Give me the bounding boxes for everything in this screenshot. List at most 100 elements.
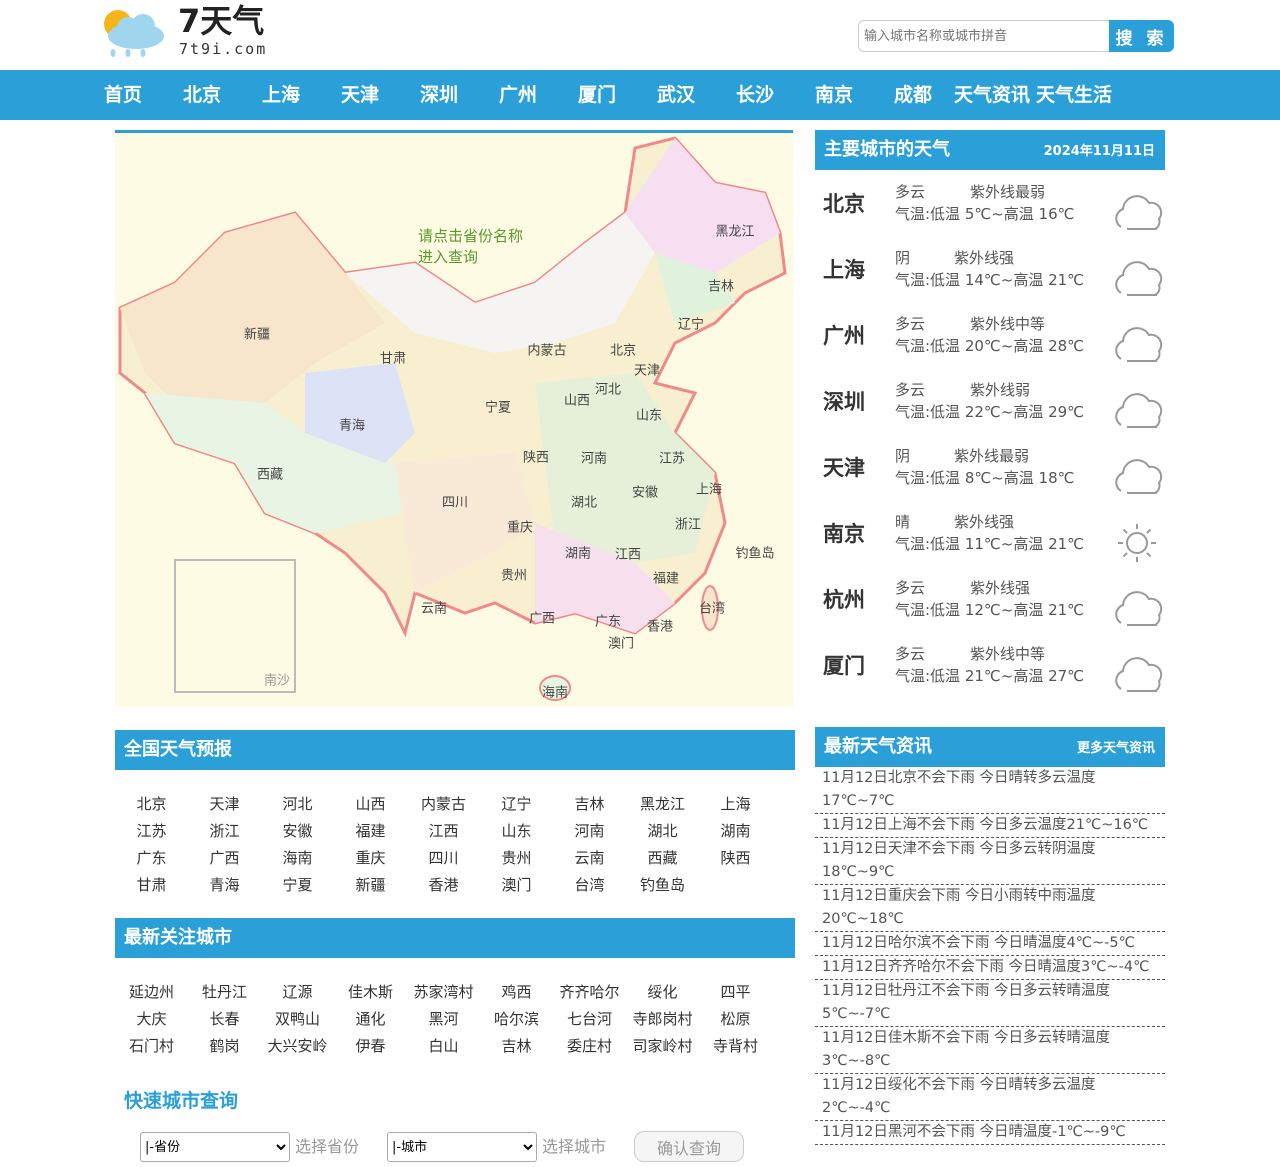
province-link[interactable]: 陕西 bbox=[522, 450, 550, 466]
city-link[interactable]: 西藏 bbox=[647, 849, 678, 867]
city-link[interactable]: 安徽 bbox=[282, 822, 313, 840]
province-link[interactable]: 上海 bbox=[695, 482, 723, 498]
city-weather-row[interactable]: 深圳 多云 紫外线弱 气温:低温 22℃~高温 29℃ bbox=[815, 370, 1165, 436]
nav-item[interactable]: 厦门 bbox=[578, 84, 617, 106]
city-link[interactable]: 浙江 bbox=[209, 822, 240, 840]
province-link[interactable]: 江苏 bbox=[658, 451, 686, 467]
city-link[interactable]: 天津 bbox=[209, 795, 240, 813]
city-link[interactable]: 湖北 bbox=[647, 822, 678, 840]
province-link[interactable]: 江西 bbox=[614, 547, 642, 563]
city-name[interactable]: 北京 bbox=[823, 192, 865, 216]
news-item[interactable]: 11月12日牡丹江不会下雨 今日多云转晴温度5℃~-7℃ bbox=[815, 980, 1165, 1027]
city-link[interactable]: 江苏 bbox=[136, 822, 167, 840]
city-link[interactable]: 北京 bbox=[136, 795, 167, 813]
city-link[interactable]: 甘肃 bbox=[136, 876, 167, 894]
city-link[interactable]: 台湾 bbox=[574, 876, 605, 894]
city-link[interactable]: 鸡西 bbox=[501, 983, 532, 1001]
news-item[interactable]: 11月12日齐齐哈尔不会下雨 今日晴温度3℃~-4℃ bbox=[815, 956, 1165, 980]
province-link[interactable]: 香港 bbox=[646, 619, 674, 635]
province-link[interactable]: 广西 bbox=[528, 611, 556, 627]
nav-item[interactable]: 上海 bbox=[262, 84, 301, 106]
city-link[interactable]: 澳门 bbox=[501, 876, 532, 894]
province-link[interactable]: 南沙 bbox=[263, 673, 291, 689]
province-select[interactable]: |-省份 bbox=[140, 1132, 290, 1162]
city-weather-row[interactable]: 广州 多云 紫外线中等 气温:低温 20℃~高温 28℃ bbox=[815, 304, 1165, 370]
city-link[interactable]: 七台河 bbox=[566, 1010, 612, 1028]
city-link[interactable]: 石门村 bbox=[128, 1037, 174, 1055]
city-weather-row[interactable]: 上海 阴 紫外线强 气温:低温 14℃~高温 21℃ bbox=[815, 238, 1165, 304]
nav-item[interactable]: 天津 bbox=[341, 84, 380, 106]
city-name[interactable]: 深圳 bbox=[823, 390, 865, 414]
city-link[interactable]: 双鸭山 bbox=[274, 1010, 320, 1028]
province-link[interactable]: 重庆 bbox=[506, 520, 534, 536]
city-link[interactable]: 吉林 bbox=[574, 795, 605, 813]
province-link[interactable]: 云南 bbox=[420, 601, 448, 617]
city-weather-row[interactable]: 杭州 多云 紫外线强 气温:低温 12℃~高温 21℃ bbox=[815, 568, 1165, 634]
city-link[interactable]: 鹤岗 bbox=[209, 1037, 240, 1055]
city-link[interactable]: 吉林 bbox=[501, 1037, 532, 1055]
nav-item[interactable]: 天气资讯 bbox=[954, 84, 1031, 106]
city-link[interactable]: 香港 bbox=[428, 876, 459, 894]
city-name[interactable]: 杭州 bbox=[823, 588, 865, 612]
city-link[interactable]: 河南 bbox=[574, 822, 605, 840]
city-link[interactable]: 延边州 bbox=[128, 983, 174, 1001]
news-item[interactable]: 11月12日天津不会下雨 今日多云转阴温度18℃~9℃ bbox=[815, 838, 1165, 885]
city-link[interactable]: 内蒙古 bbox=[420, 795, 466, 813]
city-link[interactable]: 佳木斯 bbox=[347, 983, 393, 1001]
city-weather-row[interactable]: 厦门 多云 紫外线中等 气温:低温 21℃~高温 27℃ bbox=[815, 634, 1165, 700]
news-item[interactable]: 11月12日佳木斯不会下雨 今日多云转晴温度3℃~-8℃ bbox=[815, 1027, 1165, 1074]
news-item[interactable]: 11月12日绥化不会下雨 今日晴转多云温度2℃~-4℃ bbox=[815, 1074, 1165, 1121]
city-link[interactable]: 寺郎岗村 bbox=[632, 1010, 693, 1028]
city-link[interactable]: 广东 bbox=[136, 849, 167, 867]
more-news-link[interactable]: 更多天气资讯 bbox=[1076, 741, 1155, 756]
province-link[interactable]: 青海 bbox=[338, 418, 366, 434]
city-link[interactable]: 寺背村 bbox=[712, 1037, 758, 1055]
city-link[interactable]: 绥化 bbox=[647, 983, 678, 1001]
news-item[interactable]: 11月12日重庆会下雨 今日小雨转中雨温度20℃~18℃ bbox=[815, 885, 1165, 932]
search-input[interactable] bbox=[858, 20, 1109, 52]
city-link[interactable]: 云南 bbox=[574, 849, 605, 867]
province-link[interactable]: 北京 bbox=[609, 343, 637, 359]
city-name[interactable]: 上海 bbox=[823, 258, 865, 282]
city-name[interactable]: 天津 bbox=[823, 456, 865, 480]
nav-item[interactable]: 北京 bbox=[183, 84, 222, 106]
province-link[interactable]: 吉林 bbox=[707, 279, 735, 295]
city-link[interactable]: 山西 bbox=[355, 795, 386, 813]
city-name[interactable]: 广州 bbox=[823, 324, 865, 348]
city-link[interactable]: 四川 bbox=[428, 849, 459, 867]
province-link[interactable]: 西藏 bbox=[256, 467, 284, 483]
city-link[interactable]: 上海 bbox=[720, 795, 751, 813]
city-link[interactable]: 贵州 bbox=[501, 849, 532, 867]
province-link[interactable]: 甘肃 bbox=[379, 351, 407, 367]
search-button[interactable]: 搜 索 bbox=[1109, 20, 1174, 52]
city-weather-row[interactable]: 南京 晴 紫外线强 气温:低温 11℃~高温 21℃ bbox=[815, 502, 1165, 568]
city-link[interactable]: 辽源 bbox=[282, 983, 313, 1001]
city-link[interactable]: 四平 bbox=[720, 983, 751, 1001]
nav-item[interactable]: 武汉 bbox=[657, 84, 696, 106]
province-link[interactable]: 内蒙古 bbox=[527, 343, 567, 359]
city-link[interactable]: 山东 bbox=[501, 822, 532, 840]
logo-title[interactable]: 7天气 bbox=[178, 2, 265, 40]
city-link[interactable]: 海南 bbox=[282, 849, 313, 867]
nav-item[interactable]: 首页 bbox=[104, 84, 143, 106]
province-link[interactable]: 海南 bbox=[541, 685, 569, 701]
nav-item[interactable]: 长沙 bbox=[736, 84, 775, 106]
city-link[interactable]: 广西 bbox=[209, 849, 240, 867]
province-link[interactable]: 山西 bbox=[563, 393, 591, 409]
city-link[interactable]: 长春 bbox=[209, 1010, 240, 1028]
province-link[interactable]: 宁夏 bbox=[484, 400, 512, 416]
news-item[interactable]: 11月12日哈尔滨不会下雨 今日晴温度4℃~-5℃ bbox=[815, 932, 1165, 956]
province-link[interactable]: 河南 bbox=[580, 451, 608, 467]
province-link[interactable]: 台湾 bbox=[698, 601, 726, 617]
city-link[interactable]: 委庄村 bbox=[566, 1037, 612, 1055]
city-weather-row[interactable]: 北京 多云 紫外线最弱 气温:低温 5℃~高温 16℃ bbox=[815, 172, 1165, 238]
news-item[interactable]: 11月12日黑河不会下雨 今日晴温度-1℃~-9℃ bbox=[815, 1121, 1165, 1145]
news-item[interactable]: 11月12日上海不会下雨 今日多云温度21℃~16℃ bbox=[815, 814, 1165, 838]
city-link[interactable]: 青海 bbox=[209, 876, 240, 894]
city-link[interactable]: 大兴安岭 bbox=[267, 1037, 328, 1055]
province-link[interactable]: 钓鱼岛 bbox=[735, 546, 775, 562]
province-link[interactable]: 福建 bbox=[652, 571, 680, 587]
nav-item[interactable]: 广州 bbox=[499, 84, 538, 106]
confirm-button[interactable]: 确认查询 bbox=[634, 1131, 744, 1162]
nav-item[interactable]: 深圳 bbox=[420, 84, 459, 106]
